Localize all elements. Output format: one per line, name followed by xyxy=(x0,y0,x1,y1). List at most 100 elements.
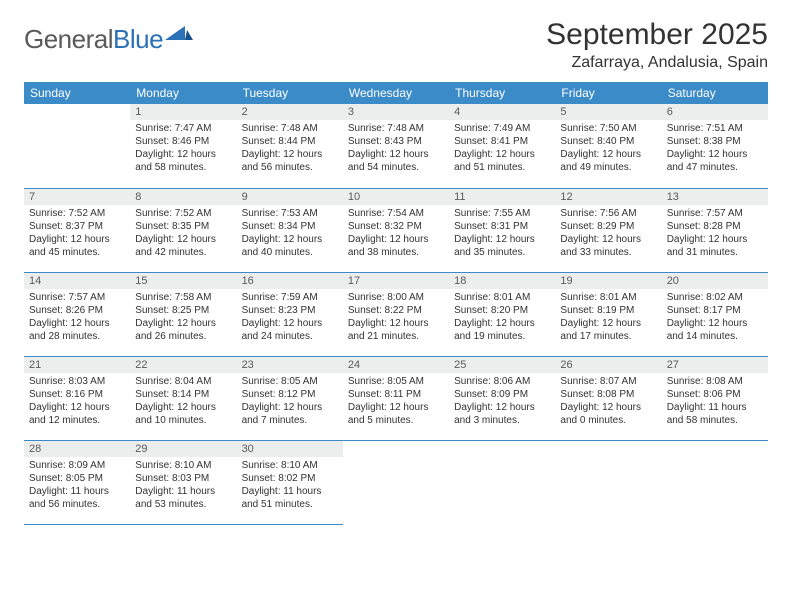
day-detail-line: Sunrise: 8:08 AM xyxy=(667,375,763,388)
day-detail-line: Daylight: 12 hours xyxy=(29,317,125,330)
weekday-header-row: SundayMondayTuesdayWednesdayThursdayFrid… xyxy=(24,82,768,104)
day-detail-line: Daylight: 12 hours xyxy=(135,317,231,330)
calendar-cell: 13Sunrise: 7:57 AMSunset: 8:28 PMDayligh… xyxy=(662,188,768,272)
calendar-row: 7Sunrise: 7:52 AMSunset: 8:37 PMDaylight… xyxy=(24,188,768,272)
day-number: 30 xyxy=(237,441,343,457)
day-number: 18 xyxy=(449,273,555,289)
day-number: 17 xyxy=(343,273,449,289)
day-detail-line: Daylight: 12 hours xyxy=(242,401,338,414)
calendar-row: 1Sunrise: 7:47 AMSunset: 8:46 PMDaylight… xyxy=(24,104,768,188)
day-number: 20 xyxy=(662,273,768,289)
day-detail-line: Sunrise: 7:53 AM xyxy=(242,207,338,220)
day-detail-line: Sunset: 8:44 PM xyxy=(242,135,338,148)
day-detail-line: and 14 minutes. xyxy=(667,330,763,343)
day-detail-line: Daylight: 12 hours xyxy=(348,401,444,414)
day-number: 25 xyxy=(449,357,555,373)
day-detail-line: and 51 minutes. xyxy=(454,161,550,174)
day-detail-line: Sunset: 8:34 PM xyxy=(242,220,338,233)
day-detail-line: Daylight: 12 hours xyxy=(667,233,763,246)
day-detail-line: Daylight: 12 hours xyxy=(242,317,338,330)
day-details: Sunrise: 7:47 AMSunset: 8:46 PMDaylight:… xyxy=(130,120,236,178)
day-detail-line: Daylight: 12 hours xyxy=(135,148,231,161)
calendar-cell: 30Sunrise: 8:10 AMSunset: 8:02 PMDayligh… xyxy=(237,440,343,524)
day-detail-line: and 24 minutes. xyxy=(242,330,338,343)
day-number: 16 xyxy=(237,273,343,289)
day-detail-line: Sunrise: 8:09 AM xyxy=(29,459,125,472)
calendar-cell: 28Sunrise: 8:09 AMSunset: 8:05 PMDayligh… xyxy=(24,440,130,524)
month-title: September 2025 xyxy=(546,18,768,52)
day-detail-line: Sunrise: 7:55 AM xyxy=(454,207,550,220)
day-detail-line: Sunset: 8:37 PM xyxy=(29,220,125,233)
day-detail-line: Sunrise: 8:01 AM xyxy=(560,291,656,304)
day-detail-line: Sunset: 8:20 PM xyxy=(454,304,550,317)
day-detail-line: Daylight: 12 hours xyxy=(454,401,550,414)
calendar-cell: 11Sunrise: 7:55 AMSunset: 8:31 PMDayligh… xyxy=(449,188,555,272)
day-detail-line: Sunrise: 7:50 AM xyxy=(560,122,656,135)
calendar-cell xyxy=(555,440,661,524)
calendar-cell: 9Sunrise: 7:53 AMSunset: 8:34 PMDaylight… xyxy=(237,188,343,272)
day-detail-line: and 5 minutes. xyxy=(348,414,444,427)
day-detail-line: Daylight: 12 hours xyxy=(348,317,444,330)
day-detail-line: Sunset: 8:25 PM xyxy=(135,304,231,317)
day-detail-line: Daylight: 12 hours xyxy=(348,233,444,246)
location: Zafarraya, Andalusia, Spain xyxy=(546,54,768,72)
calendar-cell xyxy=(449,440,555,524)
day-details: Sunrise: 8:05 AMSunset: 8:12 PMDaylight:… xyxy=(237,373,343,431)
day-detail-line: and 12 minutes. xyxy=(29,414,125,427)
day-details: Sunrise: 7:57 AMSunset: 8:26 PMDaylight:… xyxy=(24,289,130,347)
day-detail-line: and 38 minutes. xyxy=(348,246,444,259)
calendar-cell: 8Sunrise: 7:52 AMSunset: 8:35 PMDaylight… xyxy=(130,188,236,272)
day-detail-line: Sunrise: 7:48 AM xyxy=(348,122,444,135)
calendar-table: SundayMondayTuesdayWednesdayThursdayFrid… xyxy=(24,82,768,525)
day-detail-line: Sunset: 8:03 PM xyxy=(135,472,231,485)
day-details: Sunrise: 7:55 AMSunset: 8:31 PMDaylight:… xyxy=(449,205,555,263)
day-detail-line: and 40 minutes. xyxy=(242,246,338,259)
day-details: Sunrise: 7:59 AMSunset: 8:23 PMDaylight:… xyxy=(237,289,343,347)
day-details: Sunrise: 8:01 AMSunset: 8:19 PMDaylight:… xyxy=(555,289,661,347)
day-detail-line: Sunset: 8:46 PM xyxy=(135,135,231,148)
day-details: Sunrise: 8:08 AMSunset: 8:06 PMDaylight:… xyxy=(662,373,768,431)
calendar-cell: 26Sunrise: 8:07 AMSunset: 8:08 PMDayligh… xyxy=(555,356,661,440)
calendar-cell: 25Sunrise: 8:06 AMSunset: 8:09 PMDayligh… xyxy=(449,356,555,440)
day-number: 3 xyxy=(343,104,449,120)
day-detail-line: Daylight: 12 hours xyxy=(29,401,125,414)
logo-mark-icon xyxy=(165,24,193,44)
day-detail-line: Sunrise: 7:57 AM xyxy=(29,291,125,304)
calendar-cell: 18Sunrise: 8:01 AMSunset: 8:20 PMDayligh… xyxy=(449,272,555,356)
day-detail-line: Sunset: 8:41 PM xyxy=(454,135,550,148)
day-detail-line: Sunrise: 7:57 AM xyxy=(667,207,763,220)
day-details: Sunrise: 7:58 AMSunset: 8:25 PMDaylight:… xyxy=(130,289,236,347)
day-detail-line: Sunrise: 7:51 AM xyxy=(667,122,763,135)
day-number: 2 xyxy=(237,104,343,120)
day-detail-line: Sunset: 8:38 PM xyxy=(667,135,763,148)
day-details: Sunrise: 8:07 AMSunset: 8:08 PMDaylight:… xyxy=(555,373,661,431)
calendar-body: 1Sunrise: 7:47 AMSunset: 8:46 PMDaylight… xyxy=(24,104,768,524)
day-detail-line: Sunrise: 7:54 AM xyxy=(348,207,444,220)
day-detail-line: Sunrise: 7:59 AM xyxy=(242,291,338,304)
day-detail-line: Daylight: 11 hours xyxy=(667,401,763,414)
calendar-row: 14Sunrise: 7:57 AMSunset: 8:26 PMDayligh… xyxy=(24,272,768,356)
day-number: 13 xyxy=(662,189,768,205)
day-details: Sunrise: 7:50 AMSunset: 8:40 PMDaylight:… xyxy=(555,120,661,178)
day-detail-line: Daylight: 11 hours xyxy=(242,485,338,498)
day-details: Sunrise: 8:06 AMSunset: 8:09 PMDaylight:… xyxy=(449,373,555,431)
day-number: 24 xyxy=(343,357,449,373)
day-number: 10 xyxy=(343,189,449,205)
day-detail-line: Sunset: 8:08 PM xyxy=(560,388,656,401)
day-detail-line: Sunset: 8:16 PM xyxy=(29,388,125,401)
day-detail-line: and 51 minutes. xyxy=(242,498,338,511)
day-number: 1 xyxy=(130,104,236,120)
calendar-cell: 22Sunrise: 8:04 AMSunset: 8:14 PMDayligh… xyxy=(130,356,236,440)
day-number: 22 xyxy=(130,357,236,373)
day-detail-line: Daylight: 12 hours xyxy=(135,233,231,246)
day-detail-line: and 45 minutes. xyxy=(29,246,125,259)
day-detail-line: Sunrise: 8:07 AM xyxy=(560,375,656,388)
calendar-cell: 6Sunrise: 7:51 AMSunset: 8:38 PMDaylight… xyxy=(662,104,768,188)
day-detail-line: Sunset: 8:40 PM xyxy=(560,135,656,148)
day-detail-line: Sunset: 8:09 PM xyxy=(454,388,550,401)
day-detail-line: and 58 minutes. xyxy=(667,414,763,427)
day-detail-line: Daylight: 12 hours xyxy=(454,233,550,246)
day-details: Sunrise: 7:54 AMSunset: 8:32 PMDaylight:… xyxy=(343,205,449,263)
calendar-cell: 12Sunrise: 7:56 AMSunset: 8:29 PMDayligh… xyxy=(555,188,661,272)
day-detail-line: and 3 minutes. xyxy=(454,414,550,427)
